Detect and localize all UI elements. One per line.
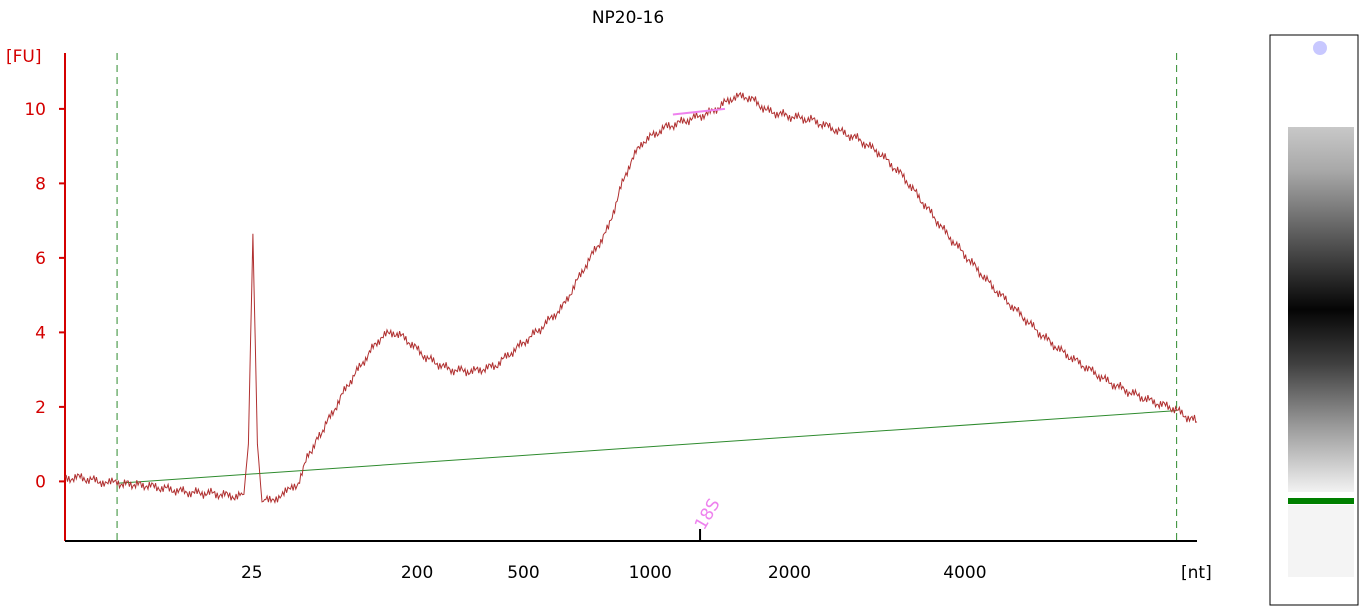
gel-lane-smear (1288, 127, 1354, 492)
fluorescence-trace (64, 91, 1198, 505)
x-ticks: 25 200 500 1000 2000 4000 (241, 563, 987, 583)
y-tick-label: 0 (35, 472, 46, 492)
peak-18s-label: 18S (691, 495, 725, 533)
x-axis-unit: [nt] (1181, 563, 1212, 583)
y-tick-label: 10 (24, 100, 46, 120)
y-tick-label: 6 (35, 249, 46, 269)
y-axis-unit: [FU] (6, 47, 42, 67)
x-tick-label: 2000 (768, 563, 811, 583)
x-tick-label: 1000 (629, 563, 672, 583)
lower-marker-band (1288, 498, 1354, 504)
y-tick-label: 4 (35, 323, 46, 343)
marker-lines (116, 53, 1178, 541)
x-tick-label: 500 (507, 563, 539, 583)
y-tick-label: 2 (35, 398, 46, 418)
upper-marker-spot (1313, 41, 1327, 55)
y-ticks: 0 2 4 6 8 10 (24, 100, 65, 492)
x-tick-label: 4000 (943, 563, 986, 583)
gel-lane (1269, 34, 1359, 606)
y-tick-label: 8 (35, 174, 46, 194)
x-tick-label: 200 (401, 563, 433, 583)
x-tick-label: 25 (241, 563, 263, 583)
peak-18s-bar (672, 107, 726, 116)
baseline-line (117, 410, 1177, 484)
gel-lane-faint-band (1288, 505, 1354, 577)
chart-title: NP20-16 (592, 8, 664, 28)
